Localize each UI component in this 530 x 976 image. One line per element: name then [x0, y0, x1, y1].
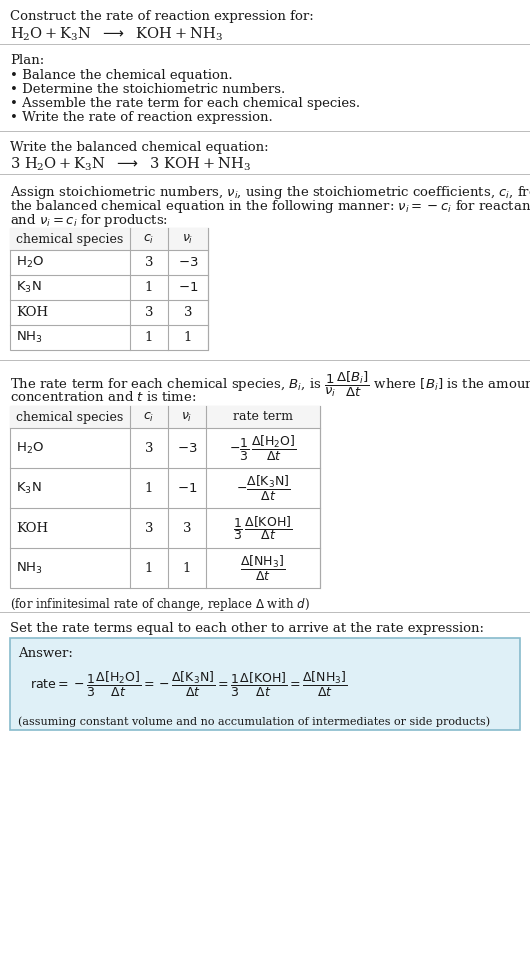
Text: and $\mathit{\nu}_i = \mathit{c}_i$ for products:: and $\mathit{\nu}_i = \mathit{c}_i$ for … [10, 212, 168, 229]
Text: $\mathrm{NH_3}$: $\mathrm{NH_3}$ [16, 560, 43, 576]
Text: chemical species: chemical species [16, 411, 123, 424]
Text: $\mathrm{NH_3}$: $\mathrm{NH_3}$ [16, 330, 43, 346]
Text: Write the balanced chemical equation:: Write the balanced chemical equation: [10, 141, 269, 154]
Text: $-3$: $-3$ [178, 256, 198, 269]
Text: concentration and $t$ is time:: concentration and $t$ is time: [10, 390, 197, 404]
Bar [10, 228, 208, 250]
Text: 1: 1 [145, 281, 153, 294]
Text: $c_i$: $c_i$ [144, 232, 155, 246]
Text: • Determine the stoichiometric numbers.: • Determine the stoichiometric numbers. [10, 83, 285, 96]
Text: 3: 3 [183, 521, 191, 535]
Text: 3: 3 [145, 441, 153, 455]
Text: $-3$: $-3$ [177, 441, 197, 455]
Text: The rate term for each chemical species, $B_i$, is $\dfrac{1}{\nu_i}\dfrac{\Delt: The rate term for each chemical species,… [10, 370, 530, 399]
Text: $\mathregular{3\ H_2O + K_3N}$  $\longrightarrow$  $\mathregular{3\ KOH + NH_3}$: $\mathregular{3\ H_2O + K_3N}$ $\longrig… [10, 156, 251, 174]
Text: 3: 3 [145, 521, 153, 535]
Text: • Balance the chemical equation.: • Balance the chemical equation. [10, 69, 233, 82]
Text: $\dfrac{1}{3}\,\dfrac{\Delta[\mathrm{KOH}]}{\Delta t}$: $\dfrac{1}{3}\,\dfrac{\Delta[\mathrm{KOH… [233, 514, 293, 542]
Text: 1: 1 [183, 561, 191, 575]
Text: $\dfrac{\Delta[\mathrm{NH_3}]}{\Delta t}$: $\dfrac{\Delta[\mathrm{NH_3}]}{\Delta t}… [241, 553, 286, 583]
Text: $\mathrm{H_2O}$: $\mathrm{H_2O}$ [16, 440, 44, 456]
Text: Construct the rate of reaction expression for:: Construct the rate of reaction expressio… [10, 10, 314, 23]
Text: 1: 1 [145, 331, 153, 344]
Text: Set the rate terms equal to each other to arrive at the rate expression:: Set the rate terms equal to each other t… [10, 622, 484, 635]
Text: $\mathrm{H_2O}$: $\mathrm{H_2O}$ [16, 255, 44, 270]
Text: $c_i$: $c_i$ [144, 411, 155, 424]
Text: Assign stoichiometric numbers, $\mathit{\nu}_i$, using the stoichiometric coeffi: Assign stoichiometric numbers, $\mathit{… [10, 184, 530, 201]
Text: the balanced chemical equation in the following manner: $\mathit{\nu}_i = -\math: the balanced chemical equation in the fo… [10, 198, 530, 215]
Text: $-\dfrac{1}{3}\,\dfrac{\Delta[\mathrm{H_2O}]}{\Delta t}$: $-\dfrac{1}{3}\,\dfrac{\Delta[\mathrm{H_… [229, 433, 297, 463]
Bar [10, 638, 520, 730]
Text: $\nu_i$: $\nu_i$ [182, 232, 193, 246]
Text: 1: 1 [145, 561, 153, 575]
Text: $-1$: $-1$ [177, 481, 197, 495]
Bar [10, 406, 320, 588]
Text: $\mathregular{H_2O + K_3N}$  $\longrightarrow$  $\mathregular{KOH + NH_3}$: $\mathregular{H_2O + K_3N}$ $\longrighta… [10, 26, 223, 43]
Text: • Assemble the rate term for each chemical species.: • Assemble the rate term for each chemic… [10, 97, 360, 110]
Text: KOH: KOH [16, 521, 48, 535]
Text: 3: 3 [184, 306, 192, 319]
Bar [10, 406, 320, 428]
Text: 1: 1 [184, 331, 192, 344]
Text: $-1$: $-1$ [178, 281, 198, 294]
Text: $-\dfrac{\Delta[\mathrm{K_3N}]}{\Delta t}$: $-\dfrac{\Delta[\mathrm{K_3N}]}{\Delta t… [236, 473, 290, 503]
Text: (assuming constant volume and no accumulation of intermediates or side products): (assuming constant volume and no accumul… [18, 716, 490, 726]
Text: 1: 1 [145, 481, 153, 495]
Text: 3: 3 [145, 256, 153, 269]
Text: $\mathrm{K_3N}$: $\mathrm{K_3N}$ [16, 280, 41, 295]
Text: rate term: rate term [233, 411, 293, 424]
Text: (for infinitesimal rate of change, replace $\Delta$ with $d$): (for infinitesimal rate of change, repla… [10, 596, 310, 613]
Text: $\nu_i$: $\nu_i$ [181, 411, 193, 424]
Text: KOH: KOH [16, 306, 48, 319]
Text: • Write the rate of reaction expression.: • Write the rate of reaction expression. [10, 111, 273, 124]
Text: Plan:: Plan: [10, 54, 44, 67]
Text: Answer:: Answer: [18, 647, 73, 660]
Text: 3: 3 [145, 306, 153, 319]
Bar [10, 228, 208, 350]
Text: chemical species: chemical species [16, 232, 123, 246]
Text: $\mathrm{K_3N}$: $\mathrm{K_3N}$ [16, 480, 41, 496]
Text: $\mathrm{rate} = -\dfrac{1}{3}\dfrac{\Delta[\mathrm{H_2O}]}{\Delta t} = -\dfrac{: $\mathrm{rate} = -\dfrac{1}{3}\dfrac{\De… [30, 670, 348, 699]
